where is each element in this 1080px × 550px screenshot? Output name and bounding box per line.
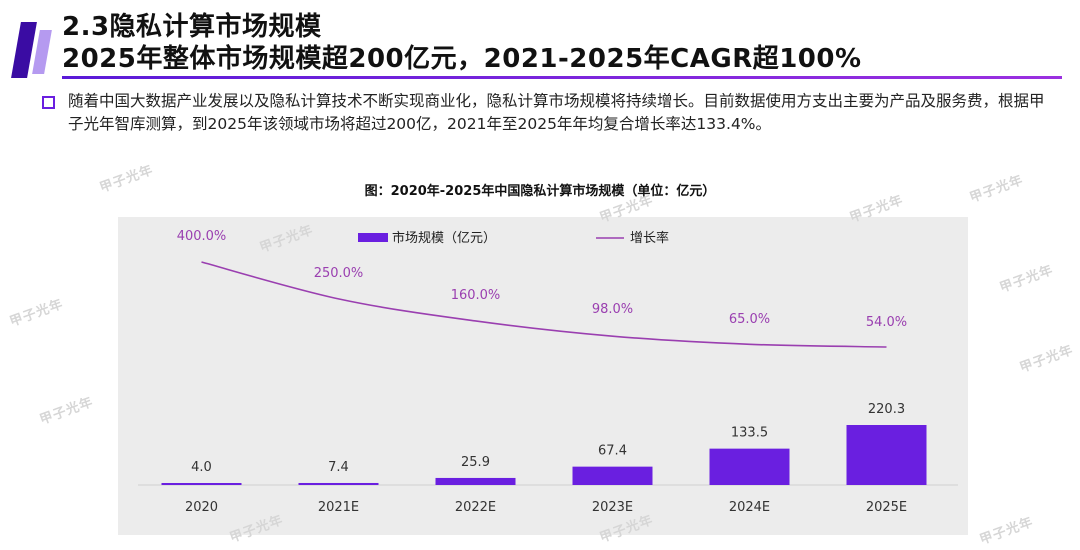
bar-value-label: 7.4 <box>328 460 349 475</box>
body-paragraph: 随着中国大数据产业发展以及隐私计算技术不断实现商业化，隐私计算市场规模将持续增长… <box>68 92 1045 133</box>
chart-panel: 4.0 2020 7.4 2021E 25.9 2022E 67.4 2023E 133.5 20… <box>118 217 968 535</box>
growth-rate-label: 65.0% <box>729 312 770 327</box>
growth-rate-label: 250.0% <box>314 266 364 281</box>
legend-bar-label: 市场规模（亿元） <box>392 230 496 246</box>
growth-rate-line <box>201 261 887 348</box>
chart-title: 图：2020年-2025年中国隐私计算市场规模（单位：亿元） <box>364 184 716 199</box>
growth-rate-label: 160.0% <box>451 288 501 303</box>
x-tick-label: 2020 <box>185 500 218 515</box>
x-tick-label: 2023E <box>592 500 633 515</box>
x-tick-label: 2021E <box>318 500 359 515</box>
watermark-logo: 甲子光年 <box>7 296 66 331</box>
x-tick-label: 2024E <box>729 500 770 515</box>
growth-rate-label: 400.0% <box>177 229 227 244</box>
watermark-logo: 甲子光年 <box>967 172 1026 207</box>
watermark-logo: 甲子光年 <box>997 262 1056 297</box>
x-tick-label: 2022E <box>455 500 496 515</box>
watermark-logo: 甲子光年 <box>977 514 1036 549</box>
legend-line-label: 增长率 <box>630 230 669 246</box>
legend-bar-swatch <box>358 233 388 242</box>
bar-value-label: 25.9 <box>461 455 490 470</box>
bar-value-label: 220.3 <box>868 402 905 417</box>
bar-value-label: 4.0 <box>191 460 212 475</box>
bar-2024E <box>709 448 790 485</box>
bar-2021E <box>298 482 379 485</box>
page-title: 2.3隐私计算市场规模 <box>62 12 322 42</box>
bar-2025E <box>846 425 927 485</box>
watermark-logo: 甲子光年 <box>37 394 96 429</box>
x-tick-label: 2025E <box>866 500 907 515</box>
bar-2020 <box>161 483 242 485</box>
bar-2023E <box>572 466 653 485</box>
bullet-square-icon <box>42 96 55 109</box>
watermark-logo: 甲子光年 <box>1017 342 1076 377</box>
bar-value-label: 133.5 <box>731 426 768 441</box>
title-accent-bar-light <box>32 30 52 74</box>
growth-rate-label: 98.0% <box>592 302 633 317</box>
bar-value-label: 67.4 <box>598 444 627 459</box>
page-subtitle: 2025年整体市场规模超200亿元，2021-2025年CAGR超100% <box>62 44 862 74</box>
bar-2022E <box>435 477 516 485</box>
chart-svg: 4.0 2020 7.4 2021E 25.9 2022E 67.4 2023E 133.5 20… <box>138 229 958 515</box>
header-divider <box>62 76 1062 79</box>
growth-rate-label: 54.0% <box>866 315 907 330</box>
